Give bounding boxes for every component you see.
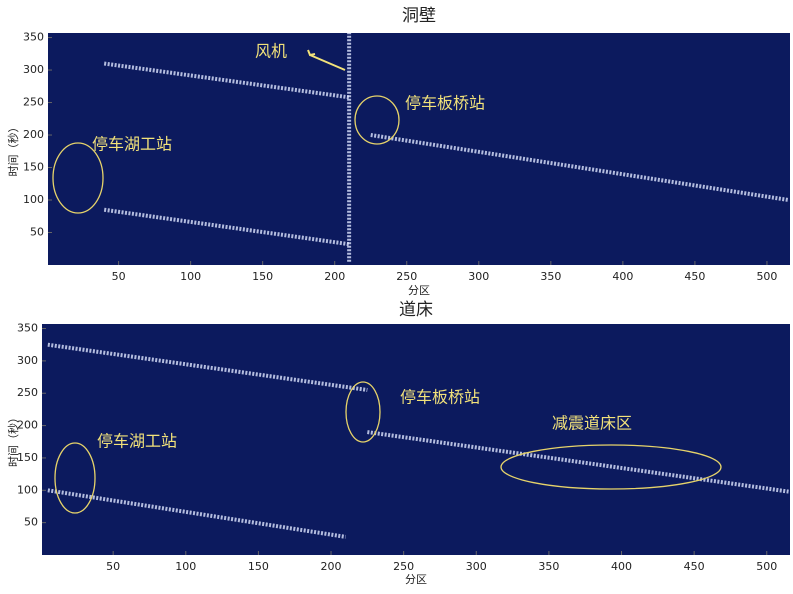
x-tick-label: 350: [540, 270, 561, 283]
x-tick-label: 50: [112, 270, 126, 283]
x-tick-label: 400: [611, 560, 632, 573]
y-tick-label: 300: [23, 63, 44, 76]
y-tick-label: 150: [17, 451, 38, 464]
x-axis-label: 分区: [408, 284, 430, 297]
chart-title: 道床: [399, 300, 433, 320]
x-tick-label: 250: [396, 270, 417, 283]
x-tick-label: 450: [684, 560, 705, 573]
x-tick-label: 350: [538, 560, 559, 573]
y-tick-label: 100: [23, 193, 44, 206]
x-tick-label: 500: [756, 560, 777, 573]
figure: 洞壁分区 时间（秒） 50 100 150 200 250 300 350 400 450 500 50…: [0, 0, 793, 590]
y-tick-label: 300: [17, 354, 38, 367]
x-tick-label: 300: [466, 560, 487, 573]
annotation: 停车板桥站: [405, 94, 485, 113]
x-tick-label: 50: [106, 560, 120, 573]
annotation: 停车板桥站: [400, 388, 480, 407]
x-tick-label: 250: [393, 560, 414, 573]
y-axis-label: 时间（秒）: [6, 122, 20, 177]
y-tick-label: 50: [30, 226, 44, 239]
x-tick-label: 450: [684, 270, 705, 283]
y-tick-label: 250: [17, 386, 38, 399]
annotation: 减震道床区: [552, 414, 632, 433]
chart-title: 洞壁: [402, 6, 436, 26]
x-tick-label: 300: [468, 270, 489, 283]
x-tick-label: 400: [612, 270, 633, 283]
annotation: 停车湖工站: [97, 432, 177, 451]
annotation: 停车湖工站: [92, 135, 172, 154]
x-axis-label: 分区: [405, 573, 427, 586]
y-tick-label: 200: [23, 128, 44, 141]
y-tick-label: 200: [17, 419, 38, 432]
y-tick-label: 50: [24, 516, 38, 529]
x-tick-label: 500: [756, 270, 777, 283]
annotation: 风机: [255, 42, 287, 61]
x-tick-label: 150: [248, 560, 269, 573]
y-tick-label: 150: [23, 161, 44, 174]
y-tick-label: 250: [23, 96, 44, 109]
x-tick-label: 200: [321, 560, 342, 573]
y-tick-label: 350: [23, 31, 44, 44]
y-tick-label: 100: [17, 483, 38, 496]
x-tick-label: 100: [175, 560, 196, 573]
x-tick-label: 150: [252, 270, 273, 283]
x-tick-label: 100: [180, 270, 201, 283]
y-tick-label: 350: [17, 322, 38, 335]
x-tick-label: 200: [324, 270, 345, 283]
